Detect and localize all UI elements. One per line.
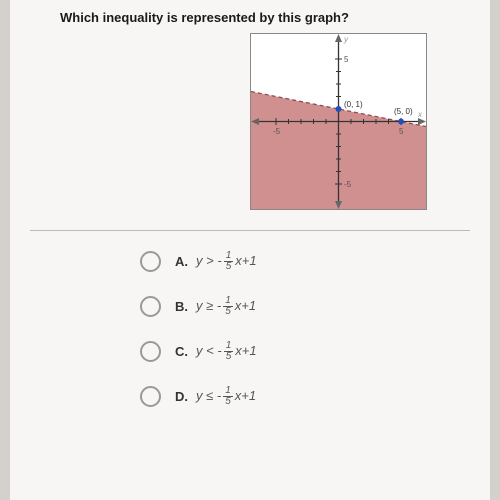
graph-svg: -5 5 5 -5 y x (0, 1) (5, 0) — [251, 34, 426, 209]
point-5-0-label: (5, 0) — [394, 107, 413, 116]
choice-b-expr: y ≥ -15x+1 — [196, 296, 256, 317]
point-5-0 — [398, 119, 404, 125]
choice-d[interactable]: D. y ≤ -15x+1 — [140, 386, 470, 407]
choice-a-expr: y > -15x+1 — [196, 251, 257, 272]
choice-a-letter: A. — [175, 254, 188, 269]
divider — [30, 230, 470, 231]
answer-choices: A. y > -15x+1 B. y ≥ -15x+1 C. y < -15x+… — [140, 251, 470, 407]
point-0-1 — [336, 106, 342, 112]
radio-d[interactable] — [140, 386, 161, 407]
choice-c-expr: y < -15x+1 — [196, 341, 257, 362]
choice-c-letter: C. — [175, 344, 188, 359]
radio-b[interactable] — [140, 296, 161, 317]
tick-pos5y: 5 — [344, 55, 349, 64]
radio-c[interactable] — [140, 341, 161, 362]
point-0-1-label: (0, 1) — [344, 100, 363, 109]
choice-d-expr: y ≤ -15x+1 — [196, 386, 256, 407]
tick-pos5x: 5 — [399, 127, 404, 136]
inequality-graph: -5 5 5 -5 y x (0, 1) (5, 0) — [250, 33, 427, 210]
choice-b[interactable]: B. y ≥ -15x+1 — [140, 296, 470, 317]
choice-d-letter: D. — [175, 389, 188, 404]
tick-neg5y: -5 — [344, 180, 352, 189]
worksheet-paper: Which inequality is represented by this … — [10, 0, 490, 500]
radio-a[interactable] — [140, 251, 161, 272]
choice-c[interactable]: C. y < -15x+1 — [140, 341, 470, 362]
question-text: Which inequality is represented by this … — [60, 10, 470, 25]
tick-neg5x: -5 — [273, 127, 281, 136]
choice-a[interactable]: A. y > -15x+1 — [140, 251, 470, 272]
choice-b-letter: B. — [175, 299, 188, 314]
